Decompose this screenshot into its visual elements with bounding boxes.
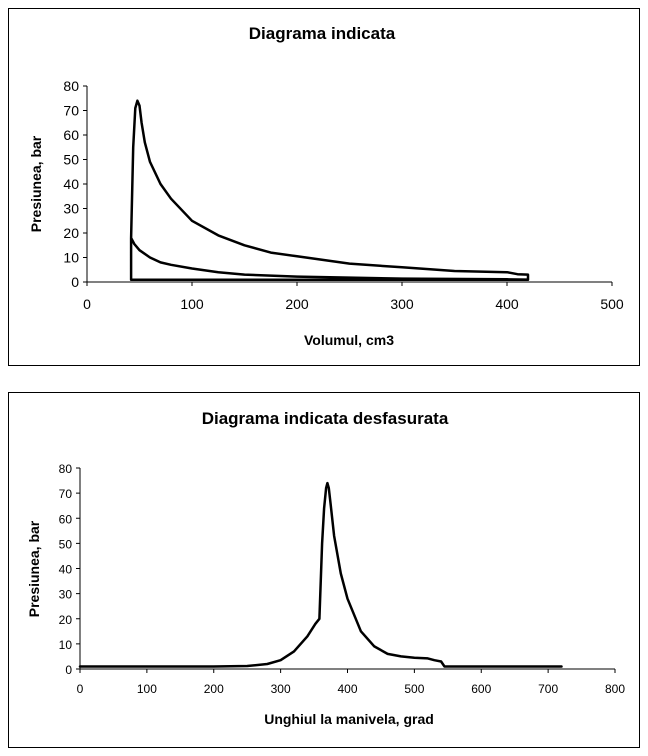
x-tick-label: 0 xyxy=(83,296,91,312)
x-tick-label: 100 xyxy=(137,682,157,696)
chart-title: Diagrama indicata xyxy=(249,24,396,43)
y-tick-label: 50 xyxy=(59,537,73,551)
x-tick-label: 500 xyxy=(600,296,624,312)
x-tick-label: 700 xyxy=(538,682,558,696)
y-tick-label: 30 xyxy=(63,201,79,217)
y-tick-label: 40 xyxy=(59,563,73,577)
chart-panel-unfolded: Diagrama indicata desfasurata 0 10 20 30 40 50… xyxy=(8,392,640,748)
y-tick-label: 30 xyxy=(59,588,73,602)
chart-panel-indicated: Diagrama indicata 0 10 20 30 40 50 60 70 80 0 100 20… xyxy=(8,8,640,366)
y-tick-label: 80 xyxy=(63,78,79,94)
x-tick-label: 800 xyxy=(605,682,625,696)
x-tick-label: 300 xyxy=(390,296,414,312)
y-tick-label: 0 xyxy=(65,663,72,677)
x-tick-label: 400 xyxy=(495,296,519,312)
chart-title: Diagrama indicata desfasurata xyxy=(202,409,449,428)
y-tick-label: 70 xyxy=(59,487,73,501)
x-tick-label: 300 xyxy=(271,682,291,696)
x-tick-label: 100 xyxy=(180,296,204,312)
y-tick-label: 80 xyxy=(59,462,73,476)
y-tick-label: 50 xyxy=(63,152,79,168)
y-axis-label: Presiunea, bar xyxy=(28,135,44,232)
y-tick-label: 10 xyxy=(59,638,73,652)
y-tick-label: 70 xyxy=(63,103,79,119)
y-tick-label: 10 xyxy=(63,250,79,266)
y-tick-label: 20 xyxy=(59,613,73,627)
y-tick-label: 40 xyxy=(63,176,79,192)
unfolded-diagram-svg: Diagrama indicata desfasurata 0 10 20 30 40 50… xyxy=(26,409,625,727)
x-tick-label: 200 xyxy=(204,682,224,696)
indicated-diagram-svg: Diagrama indicata 0 10 20 30 40 50 60 70 80 0 100 20… xyxy=(28,24,624,348)
x-tick-label: 200 xyxy=(285,296,309,312)
x-axis-label: Unghiul la manivela, grad xyxy=(264,711,434,727)
y-tick-label: 60 xyxy=(63,127,79,143)
y-tick-label: 20 xyxy=(63,225,79,241)
series-line xyxy=(78,481,563,668)
series-line xyxy=(129,99,530,282)
x-tick-label: 600 xyxy=(471,682,491,696)
x-tick-label: 400 xyxy=(337,682,357,696)
x-tick-label: 500 xyxy=(404,682,424,696)
x-tick-label: 0 xyxy=(77,682,84,696)
y-tick-label: 0 xyxy=(71,274,79,290)
y-axis-label: Presiunea, bar xyxy=(26,520,42,617)
y-tick-label: 60 xyxy=(59,512,73,526)
x-axis-label: Volumul, cm3 xyxy=(304,332,394,348)
